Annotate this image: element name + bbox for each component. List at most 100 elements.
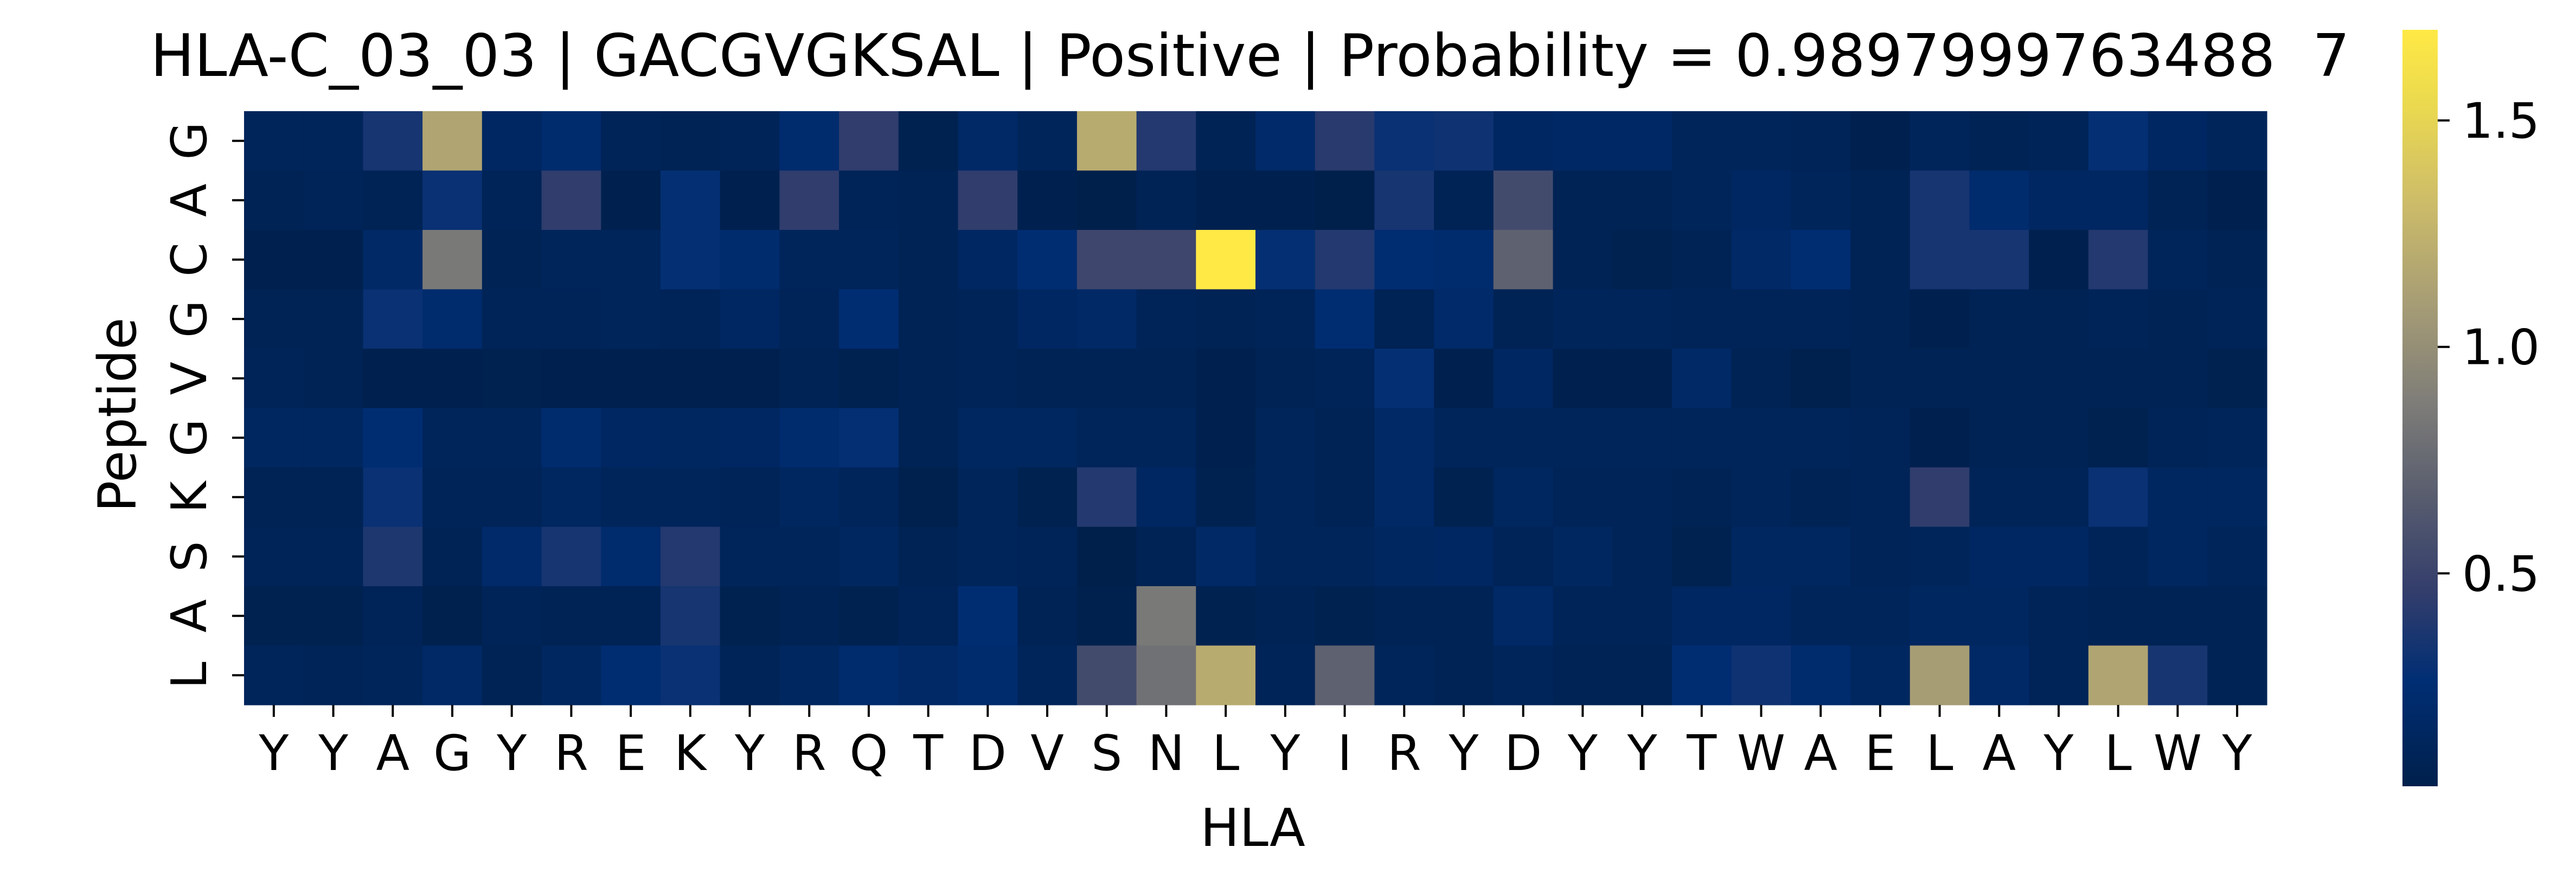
y-tick-label: G [161, 419, 218, 457]
heatmap-cell [1315, 289, 1375, 349]
heatmap-cell [482, 111, 542, 171]
heatmap-cell [244, 289, 304, 349]
x-tick-label: Y [1627, 725, 1658, 782]
heatmap-cell [1136, 111, 1196, 171]
heatmap-cell [1791, 289, 1851, 349]
heatmap-cell [601, 349, 661, 409]
heatmap-cell [1731, 170, 1791, 230]
x-tick-label: T [1686, 725, 1717, 782]
heatmap-cell [1553, 408, 1613, 468]
heatmap-cell [1076, 170, 1137, 230]
heatmap-cell [1612, 170, 1673, 230]
heatmap-cell [601, 230, 661, 290]
heatmap-cell [1196, 349, 1256, 409]
x-tick-label: W [2154, 725, 2202, 782]
heatmap-cell [1731, 645, 1791, 705]
heatmap-cell [303, 170, 364, 230]
heatmap-cell [898, 408, 959, 468]
heatmap-cell [244, 230, 304, 290]
heatmap-cell [1969, 586, 2029, 646]
heatmap-cell [1017, 467, 1078, 528]
heatmap-cell [363, 408, 423, 468]
heatmap-cell [1076, 467, 1137, 528]
heatmap-cell [1791, 349, 1851, 409]
heatmap-cell [2148, 289, 2208, 349]
heatmap-cell [1196, 111, 1256, 171]
colorbar [2402, 30, 2438, 786]
heatmap-cell [1255, 586, 1316, 646]
heatmap-cell [1136, 645, 1196, 705]
heatmap-cell [2029, 289, 2089, 349]
heatmap-cell [1553, 586, 1613, 646]
heatmap-cell [2207, 408, 2267, 468]
heatmap-cell [601, 586, 661, 646]
heatmap-cell [2088, 645, 2149, 705]
heatmap-cell [1612, 289, 1673, 349]
heatmap-cell [1196, 527, 1256, 587]
heatmap-cell [1017, 408, 1078, 468]
heatmap-cell [541, 408, 601, 468]
heatmap-cell [1671, 289, 1732, 349]
x-tick-label: Y [2222, 725, 2253, 782]
heatmap-cell [1553, 289, 1613, 349]
heatmap-cell [1553, 645, 1613, 705]
y-tick-label: A [161, 184, 218, 217]
heatmap-cell [898, 230, 959, 290]
heatmap-cell [779, 349, 840, 409]
y-tick-label: C [161, 242, 218, 277]
x-tick-label: W [1737, 725, 1785, 782]
heatmap-cell [1671, 111, 1732, 171]
heatmap-cell [1493, 170, 1554, 230]
y-tick-label: G [161, 300, 218, 338]
heatmap-cell [601, 170, 661, 230]
heatmap-cell [1850, 349, 1911, 409]
heatmap-cell [363, 586, 423, 646]
heatmap-cell [898, 527, 959, 587]
x-tick-label: L [2105, 725, 2132, 782]
heatmap-cell [1136, 408, 1196, 468]
heatmap-cell [1196, 230, 1256, 290]
heatmap-cell [1850, 111, 1911, 171]
heatmap-cell [1076, 408, 1137, 468]
heatmap-cell [1791, 645, 1851, 705]
heatmap-cell [660, 527, 721, 587]
heatmap-cell [2148, 467, 2208, 528]
heatmap-cell [541, 289, 601, 349]
heatmap-cell [1612, 408, 1673, 468]
heatmap-cell [244, 408, 304, 468]
heatmap-cell [1612, 527, 1673, 587]
heatmap-cell [1076, 230, 1137, 290]
x-tick-label: Y [2043, 725, 2074, 782]
heatmap-cell [1553, 170, 1613, 230]
heatmap-cell [363, 645, 423, 705]
heatmap-cell [303, 111, 364, 171]
heatmap-cell [1671, 170, 1732, 230]
heatmap-cell [1017, 230, 1078, 290]
heatmap-cell [422, 586, 483, 646]
heatmap-cell [541, 645, 601, 705]
heatmap-cell [1850, 527, 1911, 587]
heatmap-cell [1136, 230, 1196, 290]
heatmap-cell [1493, 586, 1554, 646]
heatmap-cell [1374, 408, 1434, 468]
heatmap-cell [1017, 349, 1078, 409]
heatmap-cell [2088, 111, 2149, 171]
heatmap-cell [1493, 289, 1554, 349]
heatmap-cell [1969, 645, 2029, 705]
heatmap-cell [720, 586, 780, 646]
heatmap-cell [1017, 586, 1078, 646]
heatmap-cell [1136, 289, 1196, 349]
heatmap-cell [2148, 230, 2208, 290]
heatmap-cell [1315, 170, 1375, 230]
heatmap-cell [1909, 467, 1970, 528]
heatmap-cells [244, 111, 2267, 705]
heatmap-cell [1969, 170, 2029, 230]
heatmap-cell [1434, 645, 1494, 705]
heatmap-cell [2207, 349, 2267, 409]
heatmap-cell [779, 230, 840, 290]
heatmap-cell [1850, 467, 1911, 528]
x-tick-label: G [433, 725, 471, 782]
heatmap-cell [1791, 527, 1851, 587]
heatmap-cell [1850, 289, 1911, 349]
heatmap-cell [1136, 170, 1196, 230]
